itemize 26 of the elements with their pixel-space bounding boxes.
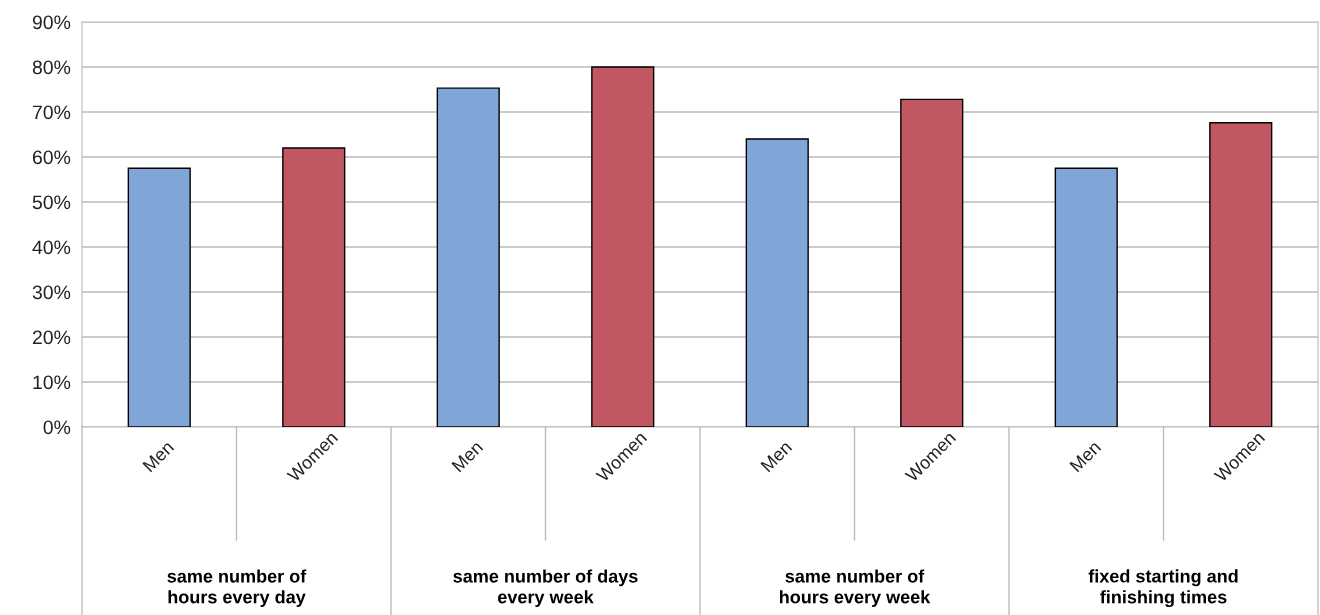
x-tick-label: Men: [142, 440, 175, 473]
x-tick-label: Men: [1069, 440, 1102, 473]
bar: [745, 138, 809, 427]
text: same number of hours every week: [779, 569, 931, 607]
bar: [1054, 167, 1118, 427]
y-tick-label: 20%: [32, 330, 71, 345]
text: same number of days every week: [453, 569, 638, 607]
y-tick-label: 0%: [43, 420, 71, 435]
y-tick-label: 30%: [32, 285, 71, 300]
x-tick-label: Men: [451, 440, 484, 473]
text: same number of hours every day: [167, 569, 307, 607]
y-tick-label: 80%: [32, 60, 71, 75]
y-tick-label: 40%: [32, 240, 71, 255]
bar: [1209, 122, 1273, 427]
bar: [436, 87, 500, 427]
y-tick-label: 10%: [33, 375, 71, 390]
bar: [591, 66, 655, 427]
bar: [282, 147, 346, 427]
y-tick-label: 60%: [32, 150, 71, 165]
bar: [127, 167, 191, 427]
text: fixed starting and finishing times: [1088, 569, 1238, 608]
y-tick-label: 70%: [32, 105, 71, 120]
x-tick-label: Men: [760, 440, 793, 473]
y-tick-label: 90%: [32, 15, 71, 30]
y-tick-label: 50%: [32, 195, 71, 210]
bar: [900, 98, 964, 427]
